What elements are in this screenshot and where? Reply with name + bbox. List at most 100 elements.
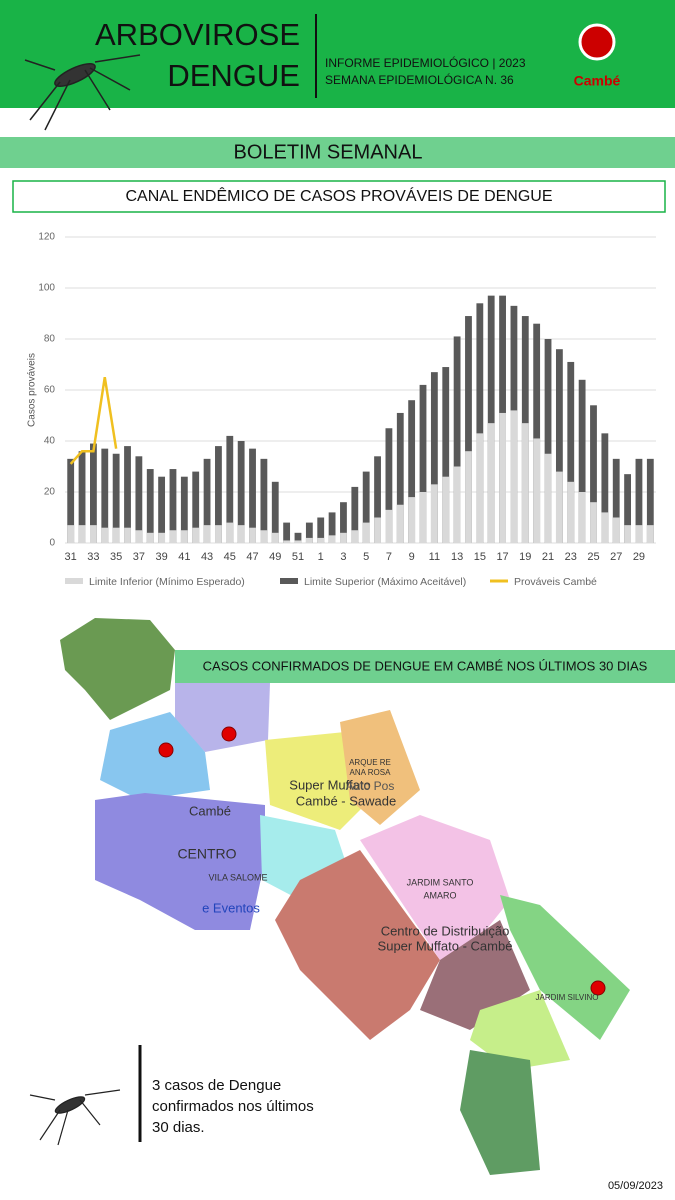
bar — [249, 527, 256, 543]
bar — [601, 512, 609, 543]
map-label: JARDIM SILVINO — [536, 993, 599, 1002]
bar — [601, 433, 609, 543]
note: 3 casos de Dengue — [152, 1077, 281, 1094]
y-axis-label: Casos prováveis — [27, 353, 38, 427]
x-tick-label: 49 — [269, 551, 281, 563]
map-label: Super Muffato — [289, 777, 370, 792]
bar — [67, 525, 75, 543]
x-tick-label: 45 — [224, 551, 236, 563]
map-labels: Cambé CENTRO VILA SALOME e Eventos Super Muf… — [177, 758, 598, 1002]
bar — [419, 384, 427, 543]
bar — [567, 361, 575, 543]
bar — [226, 435, 234, 543]
bar — [124, 446, 131, 543]
map-label: JARDIM SANTO — [407, 877, 474, 887]
x-tick-label: 9 — [409, 551, 415, 563]
bar — [90, 525, 97, 543]
bar — [351, 486, 359, 543]
bar — [180, 476, 188, 543]
bar — [90, 443, 97, 543]
map-label: Auto Pos — [346, 779, 395, 793]
bar — [271, 532, 279, 543]
x-tick-label: 47 — [246, 551, 258, 563]
x-tick-label: 29 — [633, 551, 645, 563]
bar — [260, 458, 268, 543]
bar — [533, 438, 541, 543]
bar — [340, 502, 347, 543]
map-label: ANA ROSA — [350, 768, 392, 777]
bar — [237, 441, 245, 543]
bar — [203, 525, 211, 543]
y-tick-label: 120 — [38, 232, 55, 243]
note: 30 dias. — [152, 1119, 205, 1136]
bar — [351, 530, 359, 543]
header-info: INFORME EPIDEMIOLÓGICO | 2023 — [325, 55, 526, 70]
bar — [317, 517, 325, 543]
bar — [192, 471, 200, 543]
bar — [510, 410, 518, 543]
y-tick-label: 0 — [49, 538, 55, 549]
bar — [521, 423, 529, 543]
bar — [419, 492, 427, 543]
x-tick-label: 13 — [451, 551, 463, 563]
bar — [374, 517, 381, 543]
bar — [203, 458, 211, 543]
bar — [396, 504, 404, 543]
bar — [135, 530, 143, 543]
bar — [442, 367, 450, 543]
bar — [646, 458, 654, 543]
map-title-bg — [175, 650, 675, 683]
map — [60, 618, 630, 1175]
y-tick-label: 100 — [38, 283, 55, 294]
x-tick-label: 3 — [340, 551, 346, 563]
bar — [317, 537, 325, 543]
y-tick-label: 60 — [44, 385, 56, 396]
bar — [385, 509, 393, 543]
bar — [192, 527, 200, 543]
legend-label: Limite Superior (Máximo Aceitável) — [304, 576, 466, 588]
bar — [146, 469, 154, 543]
y-tick-label: 40 — [44, 436, 56, 447]
region — [460, 1050, 540, 1175]
x-tick-label: 31 — [65, 551, 77, 563]
bar — [476, 303, 484, 543]
region — [470, 990, 570, 1070]
banner: BOLETIM SEMANAL — [234, 141, 423, 163]
case-dot — [158, 742, 174, 758]
map-label: Super Muffato - Cambé — [378, 938, 513, 953]
x-tick-label: 7 — [386, 551, 392, 563]
map-label: e Eventos — [202, 900, 260, 915]
x-tick-label: 43 — [201, 551, 213, 563]
x-tick-label: 39 — [155, 551, 167, 563]
map-label: AMARO — [423, 890, 456, 900]
bar — [499, 412, 506, 543]
header-bg — [0, 0, 675, 108]
bar — [590, 405, 597, 543]
y-tick-label: 80 — [44, 334, 56, 345]
x-tick-label: 19 — [519, 551, 531, 563]
bar — [169, 469, 177, 543]
bar — [362, 522, 370, 543]
x-tick-label: 1 — [318, 551, 324, 563]
map-label: Centro de Distribuição — [381, 923, 510, 938]
region — [175, 683, 270, 752]
legend-label: Limite Inferior (Mínimo Esperado) — [89, 576, 245, 588]
bar — [408, 400, 416, 543]
bar — [215, 446, 222, 543]
bar — [374, 456, 381, 543]
map-label: VILA SALOME — [208, 872, 267, 882]
x-tick-label: 37 — [133, 551, 145, 563]
bar — [578, 492, 586, 543]
header-title: ARBOVIROSE — [95, 17, 300, 52]
bar — [624, 525, 631, 543]
bar — [487, 295, 495, 543]
bar — [180, 530, 188, 543]
bar — [328, 535, 336, 543]
banner-bg — [0, 137, 675, 168]
bar — [340, 532, 347, 543]
note: confirmados nos últimos — [152, 1098, 314, 1115]
bar — [112, 453, 120, 543]
x-tick-label: 21 — [542, 551, 554, 563]
